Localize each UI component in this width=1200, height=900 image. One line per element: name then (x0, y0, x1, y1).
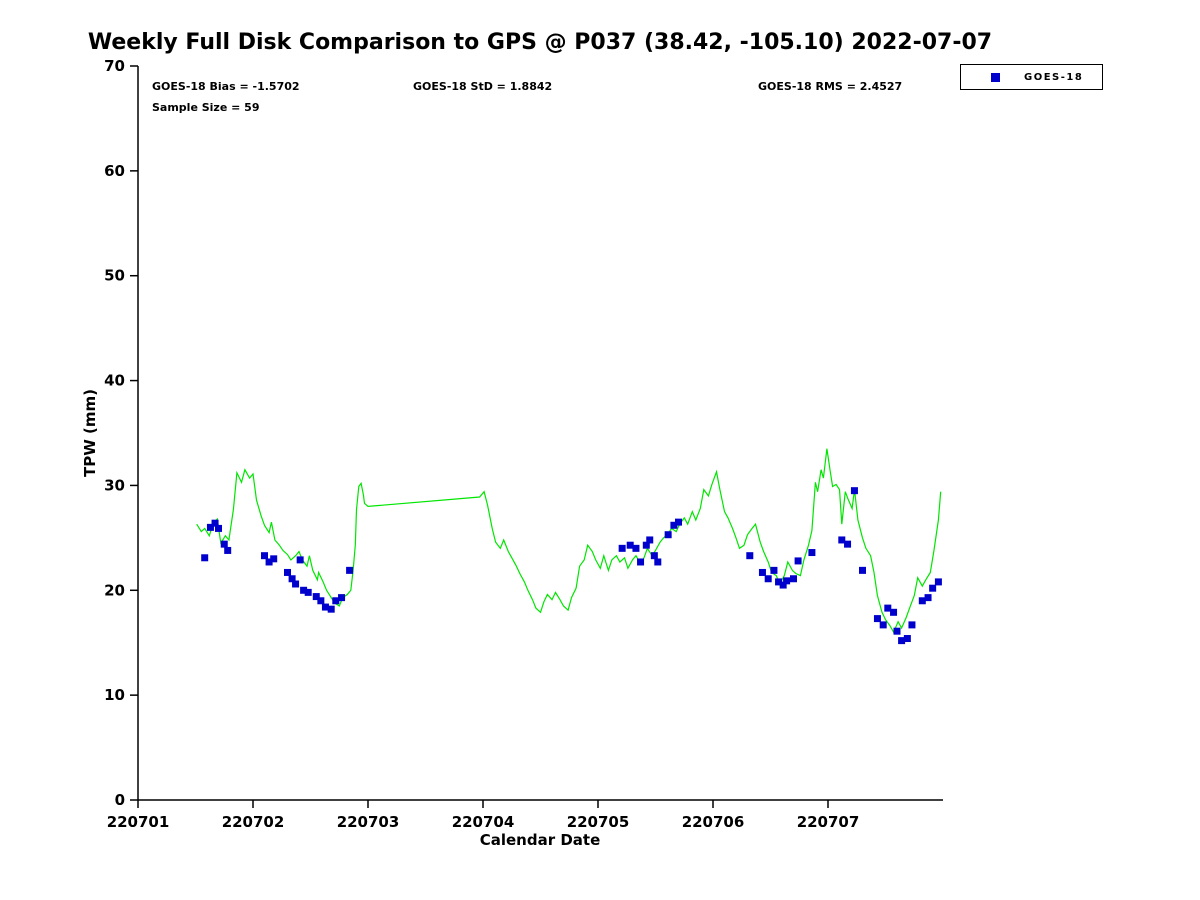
goes18-marker (206, 523, 214, 531)
goes18-marker (327, 605, 335, 613)
x-tick-label: 220707 (797, 813, 860, 831)
legend: GOES-18 (960, 64, 1103, 90)
goes18-marker (850, 487, 858, 495)
goes18-marker (779, 581, 787, 589)
goes18-marker (288, 575, 296, 583)
goes18-marker (637, 558, 645, 566)
goes18-marker (211, 519, 219, 527)
goes18-marker (758, 568, 766, 576)
y-tick-label: 20 (104, 581, 125, 599)
annotation-bias: GOES-18 Bias = -1.5702 (152, 80, 300, 93)
goes18-marker (770, 566, 778, 574)
annotation-rms: GOES-18 RMS = 2.4527 (758, 80, 903, 93)
goes18-marker (775, 578, 783, 586)
goes18-marker (265, 558, 273, 566)
y-axis-label: TPW (mm) (81, 389, 99, 477)
goes18-marker (884, 604, 892, 612)
goes18-marker (879, 621, 887, 629)
goes18-marker (898, 637, 906, 645)
goes18-marker (873, 615, 881, 623)
goes18-marker (918, 597, 926, 605)
goes18-marker (201, 554, 209, 562)
annotation-sample-size: Sample Size = 59 (152, 101, 260, 114)
y-tick-label: 10 (104, 686, 125, 704)
goes18-marker (646, 536, 654, 544)
goes18-marker (764, 575, 772, 583)
legend-marker-goes18 (991, 72, 1000, 82)
goes18-marker (224, 546, 232, 554)
goes18-marker (664, 531, 672, 539)
page-title: Weekly Full Disk Comparison to GPS @ P03… (87, 30, 993, 55)
goes18-marker (332, 597, 340, 605)
goes18-marker (808, 549, 816, 557)
goes18-marker (670, 521, 678, 529)
goes18-marker (292, 580, 300, 588)
goes18-marker (859, 566, 866, 574)
goes18-marker (908, 621, 916, 629)
goes18-marker (929, 584, 937, 592)
y-tick-label: 40 (104, 372, 125, 390)
goes18-marker (632, 544, 640, 552)
goes18-marker (794, 557, 802, 565)
goes18-marker (890, 608, 898, 616)
goes18-marker (844, 540, 852, 548)
legend-label: GOES-18 (1024, 71, 1084, 83)
goes18-marker (346, 566, 354, 574)
goes18-marker (304, 588, 312, 596)
x-axis-label: Calendar Date (479, 831, 601, 849)
goes18-marker (746, 552, 754, 560)
goes18-marker (618, 544, 626, 552)
goes18-marker (317, 597, 325, 605)
goes18-marker (321, 603, 329, 611)
y-tick-label: 50 (104, 267, 125, 285)
goes18-marker (626, 541, 634, 549)
goes18-marker (215, 524, 222, 532)
goes18-marker (903, 635, 911, 643)
goes18-marker (790, 575, 797, 583)
goes18-marker (893, 627, 901, 635)
goes18-marker (675, 518, 682, 526)
y-tick-label: 70 (104, 57, 125, 75)
goes18-marker (642, 541, 650, 549)
goes18-marker (296, 556, 304, 564)
annotation-std: GOES-18 StD = 1.8842 (413, 80, 553, 93)
x-tick-label: 220701 (107, 813, 170, 831)
goes18-marker (924, 594, 932, 602)
goes18-marker (654, 558, 662, 566)
goes18-marker (300, 586, 308, 594)
goes18-marker (270, 555, 278, 563)
goes18-marker (650, 552, 658, 560)
x-tick-label: 220703 (337, 813, 400, 831)
x-tick-label: 220705 (567, 813, 630, 831)
goes18-marker (838, 536, 846, 544)
x-tick-label: 220702 (222, 813, 285, 831)
x-tick-label: 220704 (452, 813, 515, 831)
goes18-marker (783, 577, 791, 585)
goes18-marker (338, 594, 346, 602)
goes18-marker (312, 593, 320, 601)
goes18-marker (934, 578, 942, 586)
goes18-marker (220, 540, 228, 548)
y-tick-label: 0 (115, 791, 125, 809)
gps-tpw-line (196, 448, 942, 634)
goes18-marker (284, 568, 291, 576)
y-tick-label: 30 (104, 476, 125, 494)
x-tick-label: 220706 (682, 813, 745, 831)
goes18-marker (261, 552, 268, 560)
y-tick-label: 60 (104, 162, 125, 180)
